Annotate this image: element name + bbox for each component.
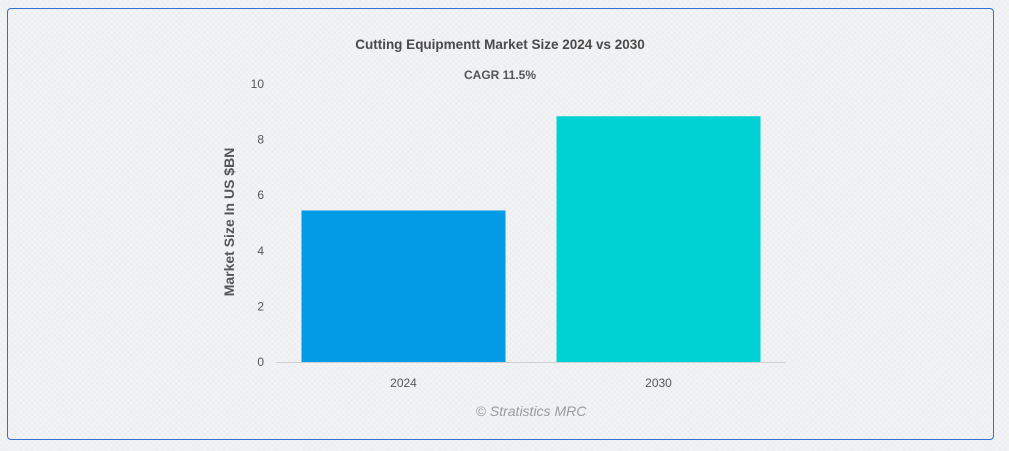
x-tick-label: 2024 <box>390 376 417 390</box>
y-tick-label: 2 <box>257 299 264 313</box>
bar-2024 <box>301 210 506 362</box>
y-tick-label: 10 <box>251 77 265 91</box>
chart-title: Cutting Equipmentt Market Size 2024 vs 2… <box>355 37 645 52</box>
y-tick-label: 6 <box>257 188 264 202</box>
credit-text: © Stratistics MRC <box>476 403 588 419</box>
y-axis-ticks: 0 2 4 6 8 10 <box>251 77 265 369</box>
y-axis-title: Market Size In US $BN <box>221 148 237 297</box>
y-tick-label: 0 <box>257 355 264 369</box>
x-tick-label: 2030 <box>645 376 672 390</box>
x-axis-ticks: 2024 2030 <box>390 376 672 390</box>
y-tick-label: 8 <box>257 133 264 147</box>
y-tick-label: 4 <box>257 244 264 258</box>
bars-group <box>301 116 761 362</box>
chart-subtitle: CAGR 11.5% <box>464 68 536 82</box>
bar-2030 <box>556 116 761 362</box>
chart-card <box>7 8 994 440</box>
